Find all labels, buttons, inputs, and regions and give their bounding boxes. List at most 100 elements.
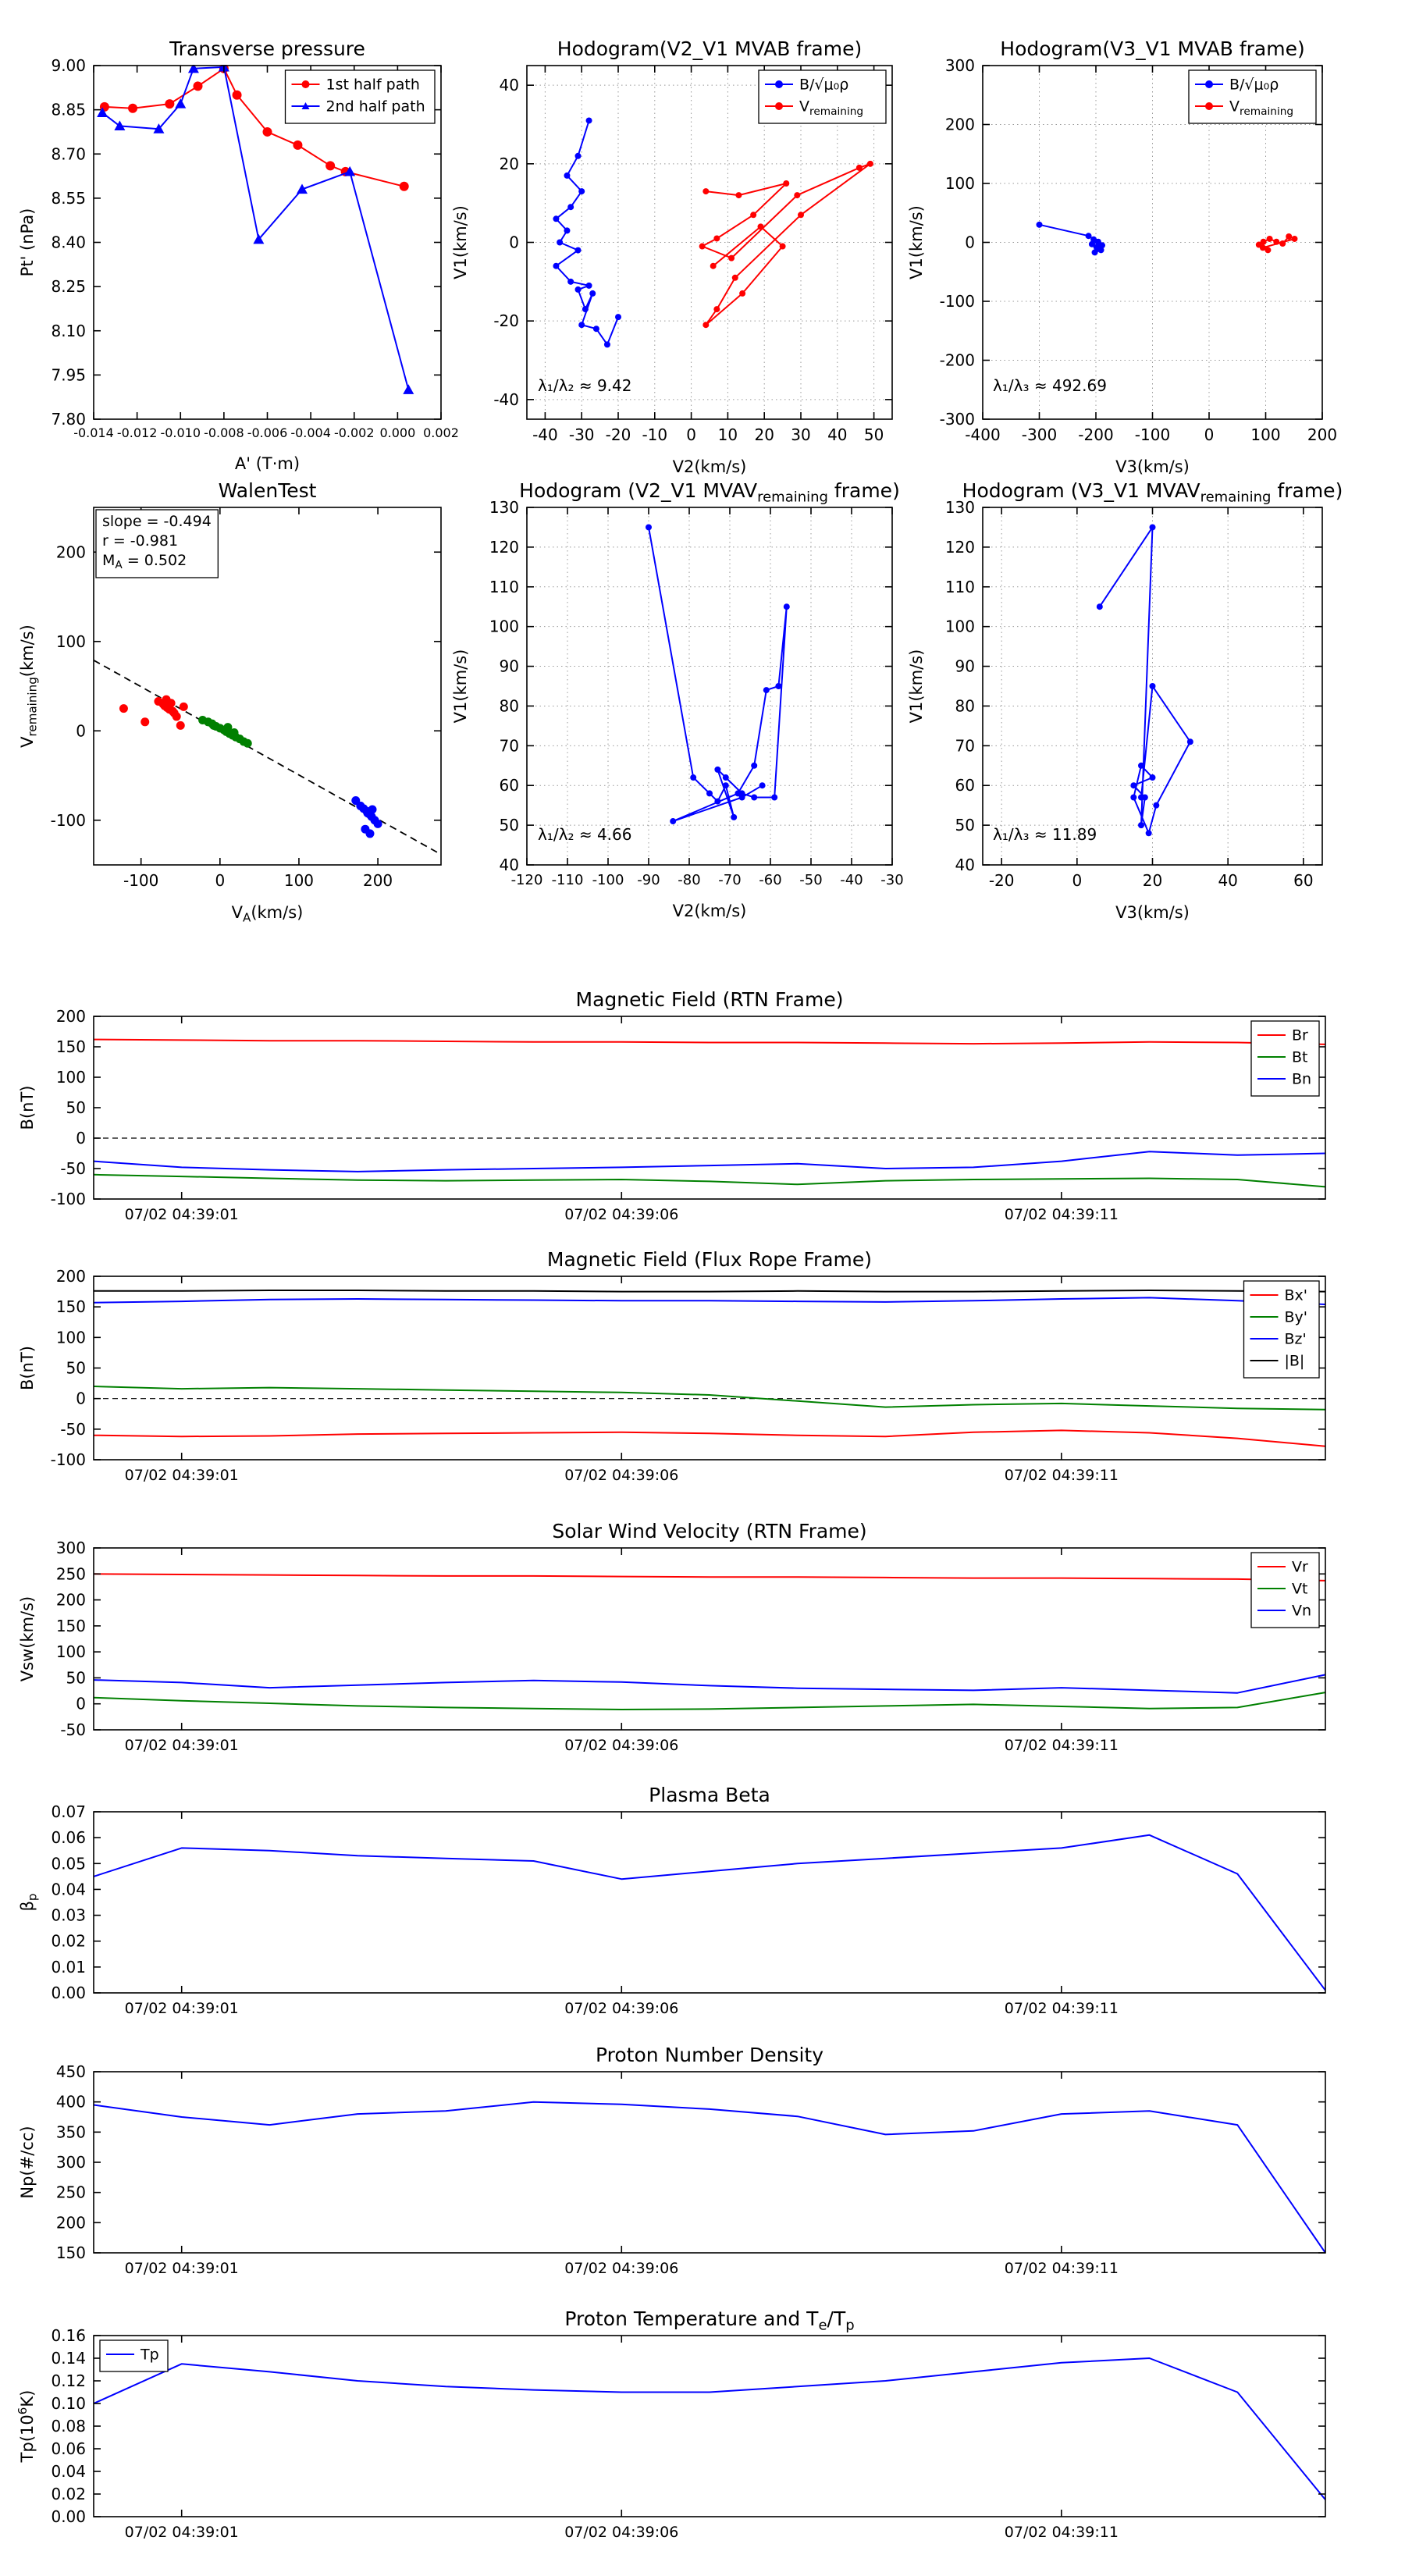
point-marker <box>1264 247 1272 254</box>
chart-plasma-beta: 07/02 04:39:01 07/02 04:39:06 07/02 04:39:… <box>18 1784 1326 2017</box>
x-tick-label: 50 <box>864 425 884 444</box>
point-marker <box>1259 244 1266 251</box>
y-tick-label: 0.00 <box>51 2507 86 2526</box>
y-tick-label: -300 <box>940 410 975 429</box>
y-tick-label: 0.05 <box>51 1854 86 1873</box>
point-marker <box>1149 683 1156 689</box>
point-marker <box>1186 738 1193 745</box>
axes-frame <box>526 507 893 866</box>
triangle-marker <box>297 183 308 194</box>
series-Br <box>93 1038 1326 1045</box>
y-tick-label: -100 <box>940 292 975 311</box>
point-marker <box>779 243 786 250</box>
point-marker <box>1286 233 1293 240</box>
axes-frame <box>93 507 442 866</box>
x-axis-label: VA(km/s) <box>232 903 304 925</box>
point-marker <box>1130 794 1137 801</box>
point-marker <box>564 172 571 179</box>
x-tick-label: 07/02 04:39:06 <box>564 2260 678 2277</box>
annotation: λ₁/λ₂ ≈ 9.42 <box>538 376 631 395</box>
series-group <box>93 660 442 856</box>
y-tick-label: 110 <box>945 578 975 596</box>
series-Bt <box>93 1173 1326 1188</box>
point-marker <box>751 762 758 769</box>
series-Bn <box>93 1151 1326 1172</box>
point-marker <box>1153 802 1160 809</box>
chart-title: Magnetic Field (Flux Rope Frame) <box>547 1248 872 1271</box>
x-tick-label: 07/02 04:39:06 <box>564 1467 678 1484</box>
series-group <box>553 117 873 348</box>
point-marker <box>365 829 375 838</box>
x-axis-label: V2(km/s) <box>673 457 747 476</box>
y-tick-label: 200 <box>56 1007 86 1026</box>
y-tick-label: 0.14 <box>51 2349 86 2368</box>
y-tick-label: 100 <box>56 1328 86 1347</box>
point-marker <box>763 687 770 694</box>
y-tick-label: 7.95 <box>51 365 86 384</box>
chart-title: Hodogram (V3_V1 MVAVremaining frame) <box>962 479 1343 506</box>
x-tick-label: 0.002 <box>423 425 459 440</box>
y-tick-label: 400 <box>56 2093 86 2112</box>
y-tick-label: 0.07 <box>51 1802 86 1821</box>
x-tick-label: 07/02 04:39:11 <box>1005 2260 1119 2277</box>
point-marker <box>193 81 203 91</box>
series-fit-line <box>93 660 442 856</box>
legend-box <box>758 69 887 124</box>
series-group <box>97 65 414 394</box>
legend-box <box>99 2339 169 2372</box>
legend-box <box>1250 1552 1320 1628</box>
y-tick-label: 200 <box>56 1591 86 1610</box>
y-tick-label: 150 <box>56 2243 86 2262</box>
x-tick-label: 07/02 04:39:01 <box>125 1467 239 1484</box>
point-marker <box>564 227 571 234</box>
y-tick-label: 300 <box>56 1539 86 1557</box>
point-marker <box>713 306 720 313</box>
point-marker <box>243 738 252 748</box>
y-tick-label: 0.04 <box>51 1880 86 1898</box>
x-tick-label: -20 <box>989 871 1015 890</box>
series-group <box>1096 524 1193 837</box>
point-marker <box>702 322 710 329</box>
x-tick-label: -90 <box>637 872 660 888</box>
legend-box <box>1250 1020 1320 1097</box>
point-marker <box>615 314 621 321</box>
annotation: λ₁/λ₃ ≈ 11.89 <box>993 825 1097 844</box>
y-tick-label: 110 <box>489 578 519 596</box>
y-axis-label: V1(km/s) <box>451 649 470 724</box>
point-marker <box>1138 822 1144 829</box>
point-marker <box>1130 782 1137 789</box>
point-marker <box>301 80 310 88</box>
x-axis-label: V2(km/s) <box>673 902 747 920</box>
triangle-marker <box>187 65 199 73</box>
chart-title: Magnetic Field (RTN Frame) <box>576 988 844 1011</box>
x-tick-label: -0.006 <box>247 425 288 440</box>
x-tick-label: -10 <box>642 425 667 444</box>
y-tick-label: 0.02 <box>51 1932 86 1951</box>
y-tick-label: 100 <box>489 617 519 636</box>
x-tick-label: -0.004 <box>290 425 331 440</box>
series-group <box>93 2357 1326 2500</box>
y-tick-label: -40 <box>493 390 519 409</box>
y-tick-label: 40 <box>955 856 975 874</box>
x-tick-label: -100 <box>592 872 624 888</box>
point-marker <box>582 306 589 313</box>
point-marker <box>750 212 757 219</box>
point-marker <box>855 164 863 171</box>
plot-area <box>94 1812 1325 1993</box>
y-tick-label: 0 <box>965 233 975 252</box>
x-tick-label: -400 <box>965 425 1000 444</box>
chart-title: Hodogram (V2_V1 MVAVremaining frame) <box>519 479 900 506</box>
legend: Tp <box>99 2339 169 2372</box>
point-marker <box>368 805 377 814</box>
legend-label: Vr <box>1292 1559 1308 1576</box>
point-marker <box>710 262 717 269</box>
x-tick-label: 07/02 04:39:01 <box>125 1737 239 1754</box>
point-marker <box>771 794 778 801</box>
y-axis-label: Np(#/cc) <box>18 2126 37 2198</box>
series-Vr <box>93 1573 1326 1582</box>
y-tick-label: 50 <box>66 1668 86 1687</box>
y-tick-label: 8.85 <box>51 101 86 119</box>
point-marker <box>373 819 382 828</box>
y-tick-label: 130 <box>945 498 975 517</box>
stats-box <box>95 509 219 578</box>
